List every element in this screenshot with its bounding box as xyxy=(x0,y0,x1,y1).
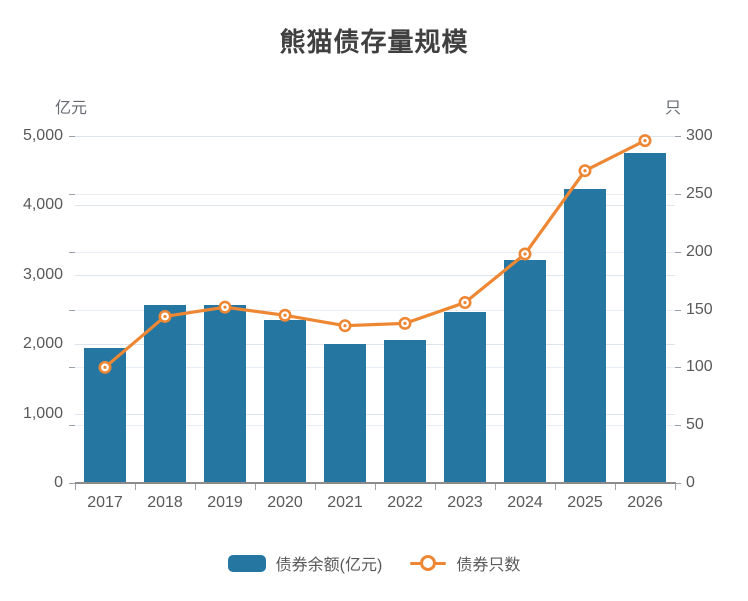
bar-2025 xyxy=(564,188,606,483)
left-axis-unit-label: 亿元 xyxy=(55,100,88,117)
x-axis-tick-mark xyxy=(75,484,76,490)
left-axis-tick-5000: 5,000 xyxy=(22,127,63,144)
right-axis-unit-label: 只 xyxy=(665,100,682,117)
x-axis-line xyxy=(75,482,676,484)
right-axis-tick-150: 150 xyxy=(686,300,713,318)
x-axis-label-2021: 2021 xyxy=(327,494,363,511)
right-axis-tick-50: 50 xyxy=(686,416,704,434)
bar-2023 xyxy=(444,312,486,483)
right-axis-tick-0: 0 xyxy=(686,474,695,491)
gridline-left-3000 xyxy=(75,274,675,276)
legend-label-bond-count: 债券只数 xyxy=(456,557,521,574)
x-axis-tick-mark xyxy=(495,484,496,490)
gridline-right-250 xyxy=(75,193,675,195)
x-axis-tick-mark xyxy=(675,484,676,490)
chart-title: 熊猫债存量规模 xyxy=(279,27,469,57)
left-axis-tick-mark xyxy=(69,251,75,253)
plot-area xyxy=(75,134,675,483)
bond-count-line-series xyxy=(98,134,652,374)
bar-2019 xyxy=(204,304,246,483)
left-axis-tick-mark xyxy=(69,483,75,484)
left-axis-tick-4000: 4,000 xyxy=(22,196,63,214)
x-axis-tick-mark xyxy=(135,484,136,490)
gridline-left-2000 xyxy=(75,344,675,346)
gridline-left-4000 xyxy=(75,205,675,207)
bond-count-polyline xyxy=(103,139,647,369)
left-axis-tick-mark xyxy=(69,136,75,137)
x-axis-tick-mark xyxy=(555,484,556,490)
x-axis-label-2018: 2018 xyxy=(147,494,183,511)
x-axis-label-2019: 2019 xyxy=(207,494,243,511)
x-axis-label-2023: 2023 xyxy=(447,494,483,511)
legend-label-bond-balance: 债券余额(亿元) xyxy=(275,557,383,574)
legend: 债券余额(亿元) 债券只数 xyxy=(0,551,748,575)
right-axis-tick-mark xyxy=(675,251,681,253)
bar-2018 xyxy=(144,305,186,483)
line-point-center-dot xyxy=(643,139,647,143)
line-series-ring-icon xyxy=(420,555,437,571)
x-axis-tick-mark xyxy=(615,484,616,490)
bar-2021 xyxy=(324,343,366,483)
line-point-center-dot xyxy=(163,314,167,319)
left-axis-tick-0: 0 xyxy=(54,474,63,491)
line-point-center-dot xyxy=(283,313,287,317)
left-axis-tick-3000: 3,000 xyxy=(22,265,63,283)
right-axis-tick-mark xyxy=(675,136,681,137)
legend-item-bond-balance[interactable]: 债券余额(亿元) xyxy=(227,551,383,575)
x-axis-label-2017: 2017 xyxy=(87,494,123,511)
gridline-right-200 xyxy=(75,251,675,253)
right-axis-tick-mark xyxy=(675,367,681,369)
x-axis-tick-mark xyxy=(375,484,376,490)
line-point-center-dot xyxy=(463,300,467,305)
x-axis-label-2025: 2025 xyxy=(567,494,603,511)
left-axis-tick-mark xyxy=(69,309,75,311)
x-axis-label-2020: 2020 xyxy=(267,494,303,511)
x-axis-tick-mark xyxy=(255,484,256,490)
bar-2026 xyxy=(624,152,666,483)
line-point-center-dot xyxy=(103,365,107,369)
line-series-marker xyxy=(410,554,447,572)
left-axis-tick-mark xyxy=(69,367,75,369)
line-point-center-dot xyxy=(343,324,347,328)
x-axis-tick-mark xyxy=(315,484,316,490)
bar-series-swatch xyxy=(227,554,266,572)
right-axis-tick-200: 200 xyxy=(686,242,713,260)
x-axis-tick-mark xyxy=(195,484,196,490)
right-axis-tick-250: 250 xyxy=(686,184,713,202)
right-axis-tick-mark xyxy=(675,483,681,484)
gridline-right-100 xyxy=(75,367,675,369)
right-axis-tick-300: 300 xyxy=(686,127,713,144)
gridline-left-5000 xyxy=(75,136,675,137)
x-axis-tick-mark xyxy=(435,484,436,490)
left-axis-tick-1000: 1,000 xyxy=(22,404,63,422)
right-axis-tick-mark xyxy=(675,425,681,427)
line-point-center-dot xyxy=(403,321,407,325)
gridline-left-1000 xyxy=(75,413,675,415)
bar-2024 xyxy=(504,259,546,483)
legend-item-bond-count[interactable]: 债券只数 xyxy=(410,551,520,575)
gridline-right-150 xyxy=(75,309,675,311)
x-axis-label-2022: 2022 xyxy=(387,494,423,511)
gridline-right-50 xyxy=(75,425,675,427)
line-point-center-dot xyxy=(223,305,227,309)
right-axis-tick-mark xyxy=(675,309,681,311)
x-axis-label-2026: 2026 xyxy=(627,494,663,511)
bar-2020 xyxy=(264,319,306,483)
bar-2022 xyxy=(384,340,426,483)
left-axis-tick-mark xyxy=(69,425,75,427)
x-axis-label-2024: 2024 xyxy=(507,494,543,511)
line-point-center-dot xyxy=(523,252,527,256)
right-axis-tick-mark xyxy=(675,193,681,195)
left-axis-tick-mark xyxy=(69,193,75,195)
right-axis-tick-100: 100 xyxy=(686,358,713,376)
line-point-center-dot xyxy=(583,169,587,173)
left-axis-tick-2000: 2,000 xyxy=(22,335,63,353)
